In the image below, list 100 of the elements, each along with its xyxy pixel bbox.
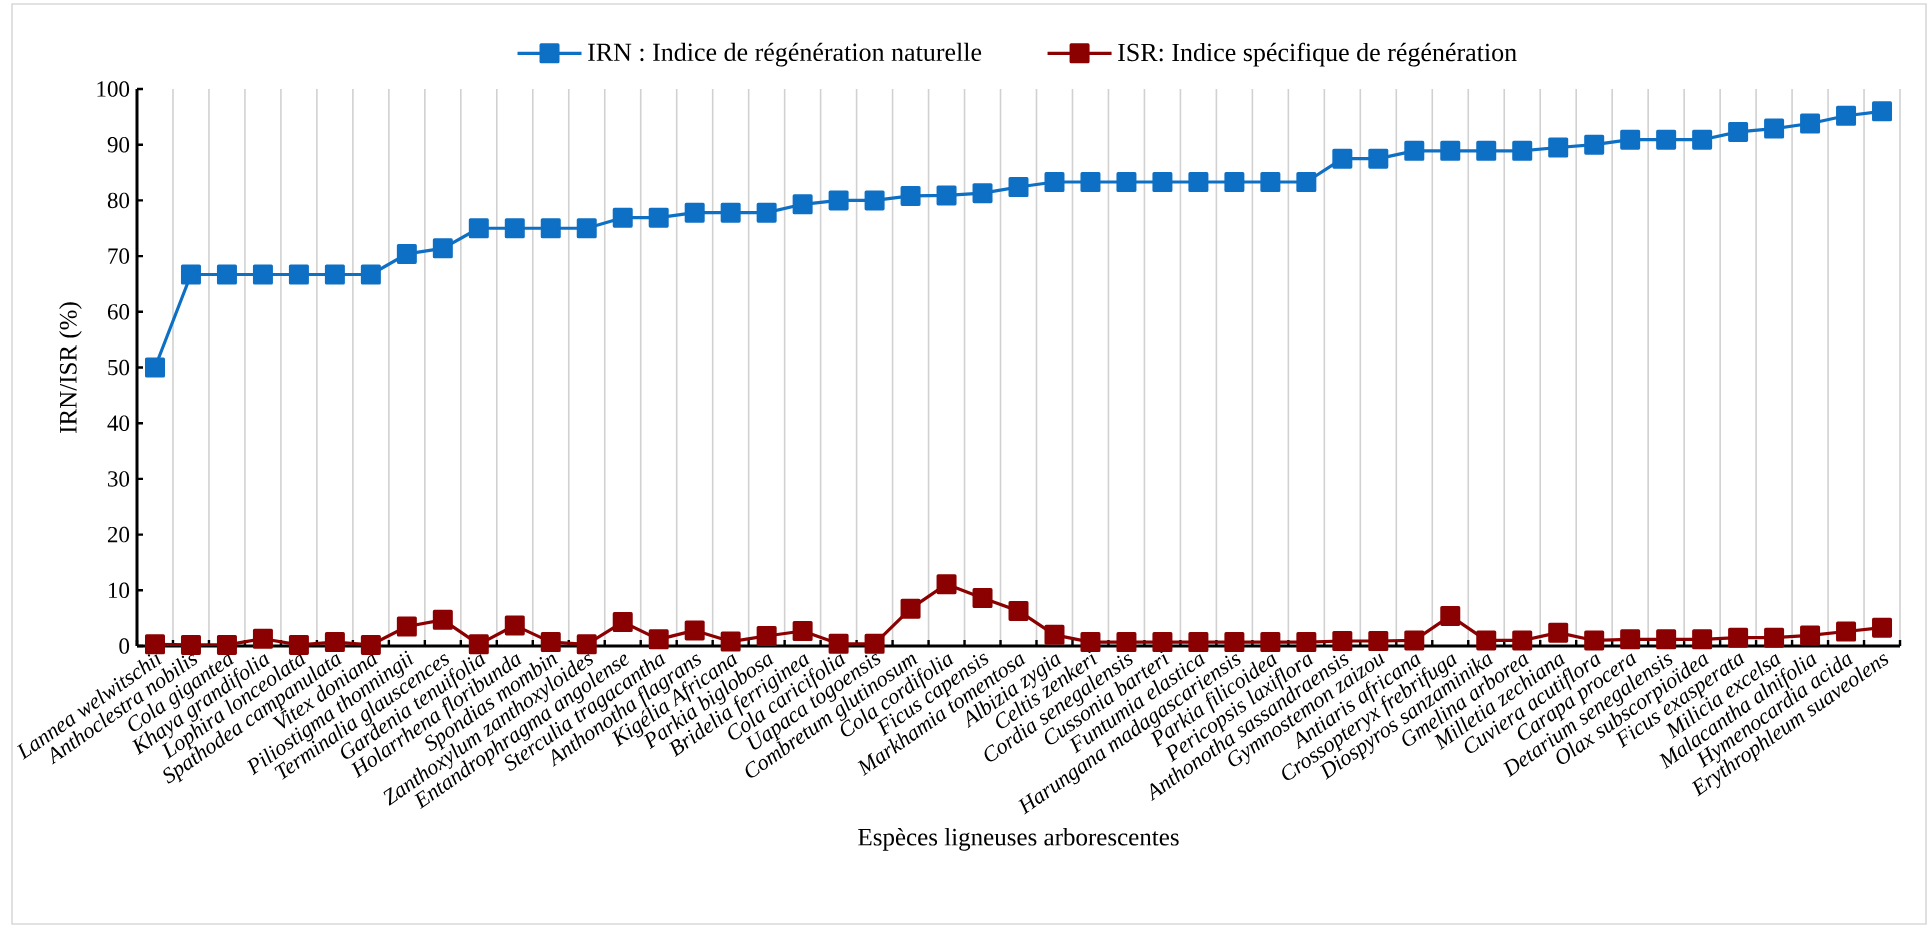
point [1548,137,1569,158]
point [936,574,957,595]
point [144,357,165,378]
point [936,185,957,206]
point [1368,148,1389,169]
point [1188,632,1209,653]
point [1476,140,1497,161]
y-tick-label: 0 [119,638,130,654]
point [1188,172,1209,193]
point [792,620,813,641]
point [720,202,741,223]
point [576,218,597,239]
legend-label: ISR: Indice spécifique de régénération [1118,42,1517,67]
point [1584,630,1605,651]
point [1764,627,1785,648]
point [180,634,201,655]
point [1080,632,1101,653]
point [1080,172,1101,193]
point [1512,140,1533,161]
point [1620,629,1641,650]
point [1728,121,1749,142]
point [1836,105,1857,126]
point [1656,629,1677,650]
legend-label: IRN : Indice de régénération naturelle [588,42,982,67]
point [900,185,921,206]
point [864,190,885,211]
point [1872,101,1893,122]
point [1404,140,1425,161]
y-tick-label: 60 [107,304,130,320]
y-tick-label: 70 [108,248,130,264]
point [252,264,273,285]
x-axis-title: Espèces ligneuses arborescentes [858,827,1179,851]
point [216,264,237,285]
point [504,615,525,636]
point [1764,118,1785,139]
point [1008,600,1029,621]
point [1224,172,1245,193]
point [216,634,237,655]
point [1800,113,1821,134]
point [540,218,561,239]
point [756,625,777,646]
point [468,218,489,239]
point [1368,631,1389,651]
point [756,202,777,223]
point [1692,129,1713,150]
point [1296,632,1317,653]
point [1008,177,1029,198]
point [792,194,813,215]
point [1332,631,1353,651]
point [1152,172,1173,193]
y-tick-label: 50 [108,359,130,376]
y-tick-label: 90 [107,136,130,153]
point [1116,632,1137,653]
y-tick-label: 80 [107,192,130,209]
point [1044,172,1065,193]
point [180,264,201,285]
point [144,634,165,655]
point [1476,630,1497,651]
point [1548,622,1569,643]
point [540,632,561,653]
point [1440,605,1461,626]
point [684,202,705,223]
point [288,264,309,285]
point [288,634,309,655]
y-tick-label: 40 [107,415,130,431]
point [1800,625,1821,646]
point [1620,129,1641,150]
point [396,243,417,264]
y-tick-label: 20 [107,526,130,543]
point [648,629,669,650]
point [612,612,633,633]
point [864,633,885,654]
point [1656,129,1677,150]
point [1224,632,1245,653]
point [1728,627,1749,648]
point [828,633,849,654]
point [1332,148,1353,169]
point [972,183,993,204]
point [1296,172,1317,193]
point [252,628,273,649]
point [1404,630,1425,651]
point [684,620,705,641]
point [648,207,669,228]
point [324,264,345,285]
point [900,598,921,619]
point [1152,632,1173,653]
point [612,207,633,228]
point [1584,134,1605,155]
point [828,190,849,211]
point [432,609,453,630]
point [360,264,381,285]
point [1260,632,1281,653]
point [1116,172,1137,193]
point [504,218,525,239]
y-tick-label: 10 [108,582,130,599]
point [1044,624,1065,645]
point [1440,140,1461,161]
point [1836,621,1857,642]
point [720,631,741,652]
point [432,238,453,259]
